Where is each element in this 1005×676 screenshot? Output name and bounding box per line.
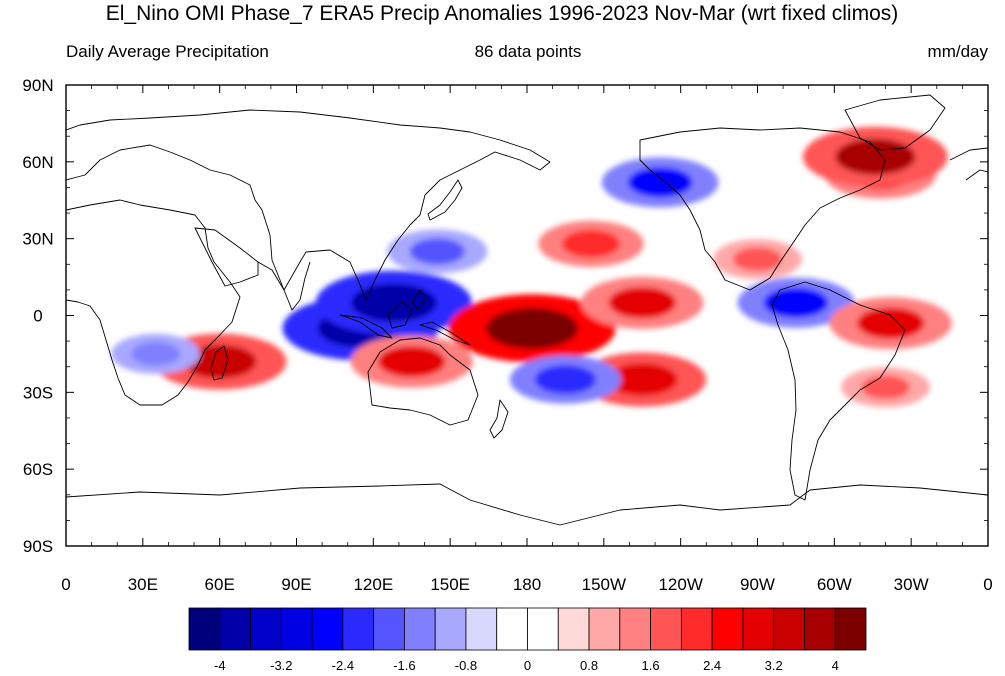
anomaly-core-gulf-of-alaska	[628, 167, 693, 198]
main-title: El_Nino OMI Phase_7 ERA5 Precip Anomalie…	[106, 2, 899, 25]
anomaly-core-gulf-of-mexico-southeast-us	[733, 247, 782, 272]
anomaly-core-central-equatorial-pacific	[486, 307, 579, 349]
maritime-continent-coast	[339, 289, 471, 346]
colorbar-box	[250, 607, 282, 651]
lon-tick-label: 90E	[281, 575, 311, 594]
anomaly-core-caribbean-northern-south-america	[763, 287, 829, 318]
arabia-coast	[194, 227, 259, 287]
lat-tick-label: 0	[33, 307, 42, 326]
lon-tick-label: 0	[61, 575, 70, 594]
colorbar-label: -3.2	[270, 658, 292, 673]
greenland-coast	[844, 94, 946, 151]
colorbar-box	[404, 607, 436, 651]
anomaly-core-equatorial-pacific-east	[608, 287, 676, 319]
eurasia-coast	[66, 109, 551, 301]
latitude-axis: 90N 60N 30N 0 30S 60S 90S	[22, 76, 988, 556]
south-america-coast	[771, 281, 906, 501]
colorbar-box	[311, 607, 344, 651]
north-america-coast	[639, 127, 886, 291]
colorbar-box	[342, 607, 375, 651]
colorbar-box	[773, 607, 805, 651]
colorbar-label: -0.8	[455, 658, 477, 673]
lon-tick-label: 120E	[353, 575, 393, 594]
colorbar-label: 1.6	[642, 658, 660, 673]
colorbar-box	[188, 607, 221, 651]
colorbar-box	[834, 607, 867, 651]
colorbar-label: 4	[832, 658, 839, 673]
madagascar-coast	[210, 345, 229, 381]
colorbar-box	[496, 607, 528, 651]
anomaly-core-northwest-australia	[378, 346, 446, 378]
anomaly-core-southwest-indian-ocean-madagascar	[182, 344, 257, 379]
colorbar-box	[588, 607, 621, 651]
colorbar-box	[680, 607, 713, 651]
subtitle-left: Daily Average Precipitation	[66, 42, 269, 61]
lon-tick-label: 180	[513, 575, 541, 594]
colorbar-label: -4	[214, 658, 226, 673]
anomaly-core-northeast-brazil	[857, 307, 925, 339]
colorbar-box	[742, 607, 775, 651]
lon-tick-label: 120W	[658, 575, 702, 594]
colorbar-box	[434, 607, 467, 651]
colorbar-label: -2.4	[332, 658, 354, 673]
colorbar-box	[650, 607, 682, 651]
lon-tick-label: 30E	[128, 575, 158, 594]
colorbar-box	[280, 607, 313, 651]
lon-tick-label: 30W	[894, 575, 929, 594]
colorbar: -4 -3.2 -2.4 -1.6 -0.8 0 0.8 1.6 2.4 3.2 4	[188, 607, 867, 673]
europe-coast	[949, 147, 988, 181]
new-zealand-coast	[489, 399, 509, 439]
colorbar-box	[711, 607, 744, 651]
colorbar-box	[373, 607, 405, 651]
lon-tick-label: 60W	[817, 575, 852, 594]
colorbar-box	[804, 607, 836, 651]
lat-tick-label: 60S	[23, 460, 53, 479]
lat-tick-label: 30N	[22, 230, 53, 249]
lon-tick-label: 150E	[430, 575, 470, 594]
anomaly-core-southern-africa	[131, 341, 181, 366]
subtitle-center: 86 data points	[475, 42, 582, 61]
africa-coast	[66, 199, 241, 406]
colorbar-box	[619, 607, 651, 651]
anomaly-core-south-atlantic	[861, 375, 910, 400]
lon-tick-label: 150W	[582, 575, 626, 594]
anomaly-core-south-china-sea-philippines	[350, 283, 437, 322]
anomaly-core-southern-greenland	[835, 138, 916, 175]
map-panel: 90N 60N 30N 0 30S 60S 90S 0 30E 60E 90E 120E 150E 18…	[22, 76, 992, 594]
colorbar-label: 0.8	[580, 658, 598, 673]
anomaly-core-north-pacific-subtropical	[561, 229, 621, 258]
colorbar-label: -1.6	[393, 658, 415, 673]
anomaly-field	[111, 126, 952, 408]
colorbar-label: 0	[524, 658, 531, 673]
colorbar-box	[465, 607, 498, 651]
colorbar-label: 2.4	[703, 658, 721, 673]
lat-tick-label: 90S	[23, 537, 53, 556]
anomaly-core-southwest-pacific	[534, 365, 596, 394]
colorbar-label: 3.2	[765, 658, 783, 673]
lat-tick-label: 60N	[22, 153, 53, 172]
australia-coast	[367, 337, 479, 426]
anomaly-core-south-pacific-convergence-zone	[607, 363, 678, 396]
subtitle-right: mm/day	[928, 42, 989, 61]
anomaly-core-east-china-sea-japan	[409, 238, 465, 265]
lon-tick-label: 0	[983, 575, 992, 594]
lat-tick-label: 90N	[22, 76, 53, 95]
antarctica-coast	[66, 483, 988, 526]
colorbar-box	[219, 607, 251, 651]
lon-tick-label: 60E	[205, 575, 235, 594]
japan-coast	[427, 179, 463, 221]
india-coast	[257, 261, 311, 311]
colorbar-box	[557, 607, 590, 651]
lon-tick-label: 90W	[740, 575, 775, 594]
lat-tick-label: 30S	[23, 383, 53, 402]
colorbar-box	[527, 607, 559, 651]
longitude-axis: 0 30E 60E 90E 120E 150E 180 150W 120W 90W 60W 30W 0	[61, 85, 993, 594]
coastlines	[66, 94, 988, 526]
